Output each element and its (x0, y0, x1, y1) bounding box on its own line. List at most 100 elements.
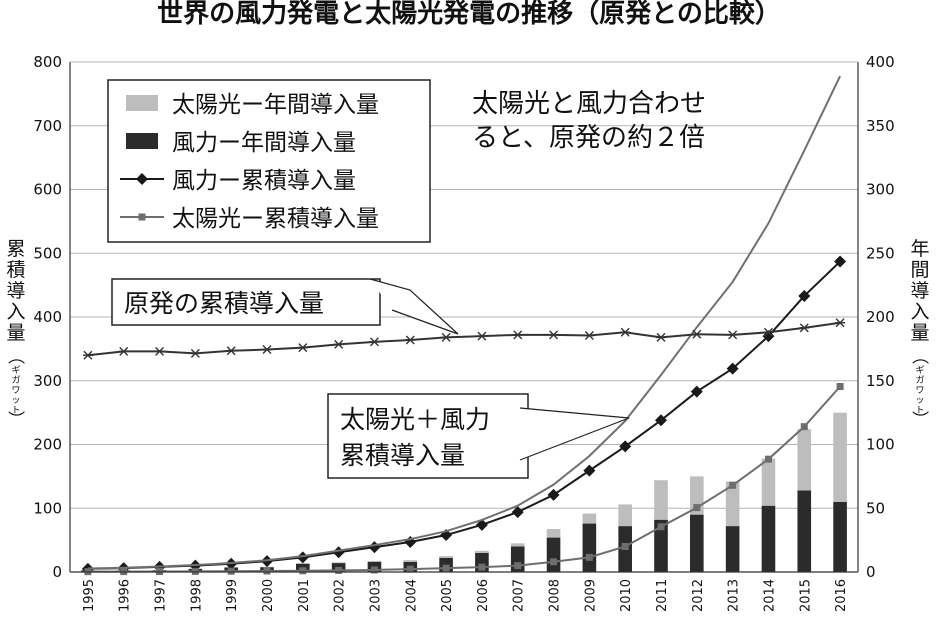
diamond-marker (726, 362, 739, 375)
x-tick-label: 2003 (368, 579, 383, 612)
axis-label-paren: （ (909, 348, 929, 365)
diamond-marker (547, 488, 560, 501)
axis-unit-char: ワ (915, 386, 924, 396)
solar-annual-bar (546, 529, 561, 538)
star-marker (835, 318, 846, 328)
star-stroke (513, 330, 523, 340)
solar-annual-bar (296, 563, 310, 564)
axis-label-char: 導 (6, 280, 25, 302)
y-right-tick-label: 350 (866, 117, 895, 135)
diamond-marker (368, 541, 381, 554)
x-tick-label: 2006 (476, 579, 491, 612)
x-tick-label: 2011 (655, 579, 670, 612)
star-stroke (835, 318, 845, 328)
star-stroke (656, 332, 666, 342)
wind-annual-bar (690, 514, 704, 572)
nuclear-callout-box (111, 278, 381, 326)
axis-label-char: 量 (6, 322, 25, 344)
star-stroke (405, 335, 415, 345)
axis-label-char: 年 (910, 238, 929, 260)
star-marker (476, 331, 487, 341)
axis-label-char: 導 (910, 280, 929, 302)
y-right-tick-label: 150 (866, 372, 895, 390)
x-tick-labels: 1995 1996 1997 1998 1999 2000 2001 2002 2003 2004… (82, 579, 849, 612)
sum-callout-box (327, 393, 529, 479)
y-right-tick-label: 400 (866, 53, 895, 71)
x-tick-label: 2002 (333, 579, 348, 612)
axis-unit-char: ギ (11, 365, 20, 376)
star-marker (799, 323, 810, 333)
line-square (87, 385, 841, 573)
axis-unit-char: ト (11, 406, 20, 416)
star-stroke (799, 323, 809, 333)
square-marker (657, 523, 665, 531)
x-tick-label: 2016 (834, 579, 849, 612)
square-marker (729, 481, 737, 489)
axis-unit-char: ギ (915, 365, 924, 376)
star-marker (118, 346, 129, 356)
wind-annual-bar (725, 526, 740, 572)
nuclear-callout: 原発の累積導入量 (111, 278, 459, 335)
y-right-tick-label: 250 (866, 244, 895, 262)
diamond-marker (583, 464, 596, 477)
y-right-tick-label: 100 (866, 436, 895, 454)
axis-label-char: 累 (6, 238, 25, 260)
solar-annual-bar (833, 412, 847, 502)
axis-unit-char: ト (915, 406, 924, 416)
axis-label-char: 入 (6, 301, 25, 323)
sum-callout-line-1: 太陽光＋風力 (340, 405, 490, 434)
square-marker (585, 553, 593, 561)
diamond-marker (619, 440, 632, 453)
solar-annual-bar (439, 556, 453, 558)
axes (69, 61, 859, 573)
y-right-tick-label: 300 (866, 181, 895, 199)
x-tick-label: 2009 (583, 579, 598, 612)
solar-annual-bar (475, 550, 489, 553)
star-marker (82, 350, 93, 360)
y-left-tick-label: 400 (33, 308, 62, 326)
square-marker (335, 566, 343, 574)
x-tick-label: 2014 (762, 579, 777, 612)
square-marker (138, 213, 146, 221)
star-stroke (763, 327, 773, 337)
square-marker (227, 567, 235, 575)
wind-annual-bar (797, 490, 812, 572)
star-marker (262, 345, 272, 355)
sum-callout-pointer (519, 407, 630, 461)
star-stroke (441, 332, 451, 342)
star-marker (441, 332, 452, 342)
star-stroke (155, 346, 165, 356)
square-marker (836, 382, 844, 390)
solar-annual-bar (797, 429, 812, 491)
axis-unit-char: ッ (11, 396, 20, 406)
star-stroke (83, 350, 93, 360)
legend-label: 太陽光ー年間導入量 (172, 92, 379, 118)
line-series (81, 75, 847, 576)
square-marker (442, 564, 450, 572)
legend-label: 風力ー累積導入量 (172, 168, 356, 194)
square-marker (550, 558, 558, 566)
star-marker (656, 332, 666, 342)
legend-label: 風力ー年間導入量 (172, 130, 356, 156)
square-marker (514, 562, 522, 570)
square-marker (764, 455, 772, 463)
star-stroke (728, 330, 738, 340)
x-tick-label: 1996 (118, 579, 133, 612)
chart-title: 世界の風力発電と太陽光発電の推移（原発との比較） (157, 0, 781, 29)
star-marker (620, 327, 631, 337)
axis-label-char: 積 (6, 259, 25, 281)
star-marker (369, 337, 380, 347)
y-left-tick-label: 500 (33, 244, 62, 262)
solar-annual-bar (725, 481, 740, 527)
star-stroke (262, 345, 272, 355)
diamond-marker (136, 173, 148, 185)
square-marker (800, 423, 808, 431)
x-tick-label: 2005 (440, 579, 455, 612)
legend-swatch (126, 133, 158, 149)
square-marker (370, 566, 378, 574)
axis-label-paren: （ (5, 348, 25, 365)
star-stroke (334, 339, 344, 349)
star-stroke (119, 346, 129, 356)
